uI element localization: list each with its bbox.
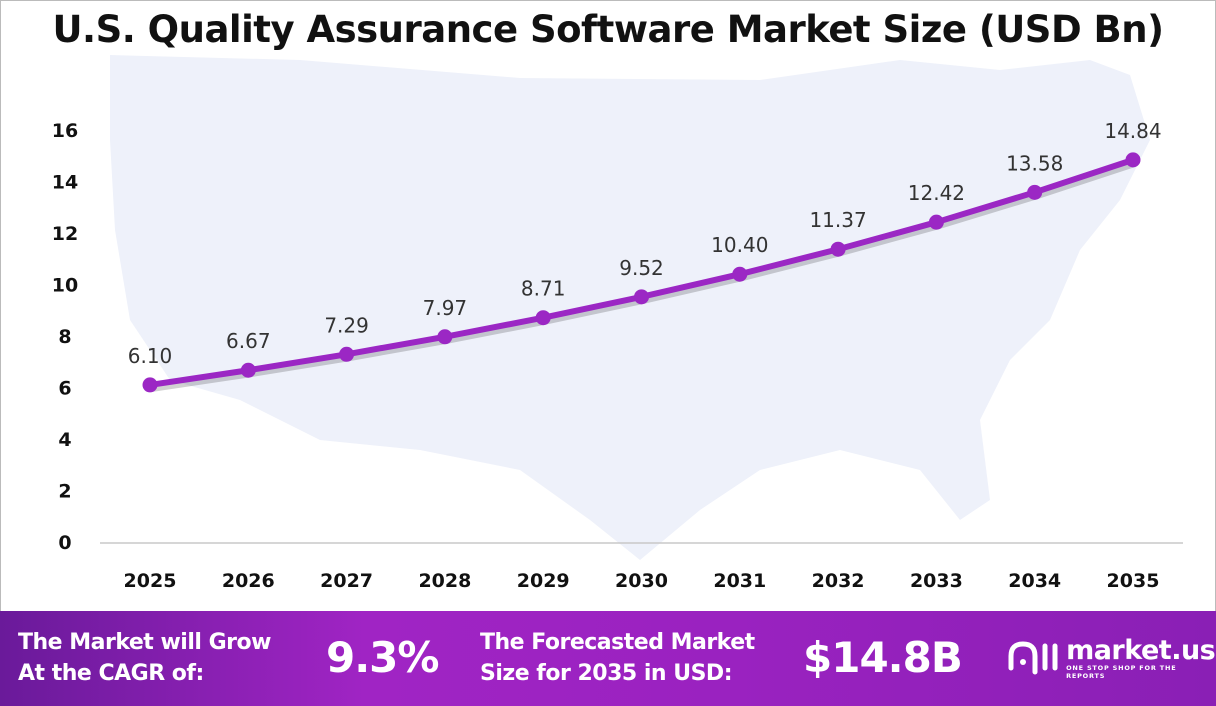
data-point [634,289,649,305]
market-us-logo: market.us ONE STOP SHOP FOR THE REPORTS [1005,635,1216,680]
x-tick-label: 2028 [418,570,471,592]
data-label: 14.84 [1104,119,1161,143]
footer-banner: The Market will Grow At the CAGR of: 9.3… [0,611,1216,706]
y-tick-label: 2 [58,481,71,503]
x-tick-label: 2027 [320,570,373,592]
logo-tagline: ONE STOP SHOP FOR THE REPORTS [1066,664,1177,680]
data-label: 8.71 [521,277,566,301]
data-point [830,241,846,257]
cagr-label: The Market will Grow At the CAGR of: [18,627,271,689]
cagr-label-line2: At the CAGR of: [18,661,204,686]
data-point [1125,152,1141,168]
data-label: 6.10 [128,344,173,368]
data-label: 10.40 [711,233,768,257]
x-tick-label: 2030 [615,570,668,592]
line-chart: 0 2 4 6 8 10 12 14 16 2025 2026 2027 2028 2029 2030 203… [52,55,1183,592]
data-point [142,377,158,393]
data-point [1027,184,1043,200]
forecast-label-line2: Size for 2035 in USD: [480,661,732,686]
data-point [535,310,551,326]
y-tick-label: 4 [58,429,71,451]
y-tick-label: 8 [58,326,71,348]
data-label: 7.29 [324,313,369,337]
y-tick-label: 16 [52,120,78,142]
y-tick-label: 6 [58,378,71,400]
x-tick-label: 2033 [910,570,963,592]
x-tick-label: 2034 [1008,570,1061,592]
y-tick-label: 12 [52,223,78,245]
data-point [732,266,748,282]
data-label: 11.37 [809,208,866,232]
data-point [339,346,355,362]
data-label: 7.97 [423,296,468,320]
forecast-value: $14.8B [803,633,963,682]
data-point [437,329,453,345]
x-tick-label: 2035 [1107,570,1160,592]
x-tick-label: 2025 [124,570,177,592]
data-label: 13.58 [1006,151,1063,175]
logo-icon [1008,640,1058,674]
forecast-label: The Forecasted Market Size for 2035 in U… [480,627,755,689]
x-tick-label: 2026 [222,570,275,592]
data-label: 9.52 [619,256,664,280]
data-label: 12.42 [908,181,965,205]
data-point [240,362,256,378]
x-tick-label: 2032 [812,570,865,592]
logo-name: market.us [1066,635,1216,666]
y-tick-label: 10 [52,275,78,297]
y-tick-label: 14 [52,172,78,194]
us-map-background [110,55,1150,560]
data-point [928,214,944,230]
cagr-label-line1: The Market will Grow [18,630,271,655]
data-label: 6.67 [226,329,271,353]
x-tick-label: 2029 [517,570,570,592]
cagr-value: 9.3% [326,633,439,682]
chart-title: U.S. Quality Assurance Software Market S… [52,8,1164,51]
y-tick-label: 0 [58,532,71,554]
x-tick-label: 2031 [713,570,766,592]
forecast-label-line1: The Forecasted Market [480,630,755,655]
